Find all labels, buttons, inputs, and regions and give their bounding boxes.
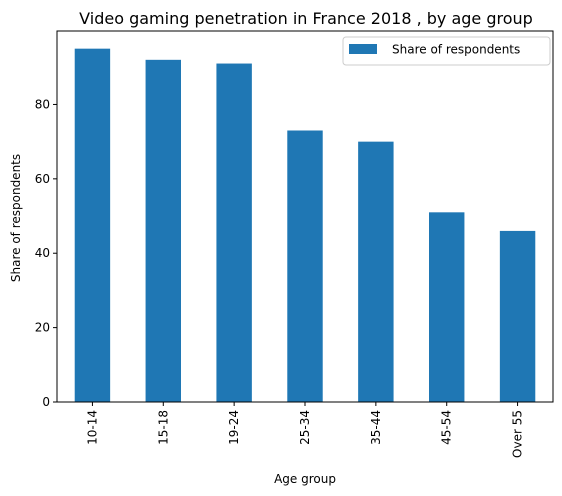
x-tick-label: 10-14	[85, 410, 99, 445]
x-tick-label: 19-24	[227, 410, 241, 445]
legend-swatch	[349, 44, 377, 54]
bar-45-54	[429, 212, 465, 402]
plot-frame	[56, 30, 554, 403]
y-tick-label: 20	[35, 321, 50, 335]
chart-title: Video gaming penetration in France 2018 …	[79, 9, 533, 28]
x-axis-label: Age group	[274, 472, 336, 486]
x-axis-ticks: 10-14 15-18 19-24 25-34 35-44 45-54 Over 55	[85, 402, 525, 458]
y-tick-label: 60	[35, 172, 50, 186]
x-tick-label: 35-44	[369, 410, 383, 445]
legend: Share of respondents	[342, 36, 551, 66]
bar-35-44	[358, 141, 394, 403]
x-tick-label: 25-34	[298, 410, 312, 445]
bar-over-55	[499, 230, 536, 402]
bar-19-24	[216, 63, 252, 403]
y-tick-label: 40	[35, 246, 50, 260]
legend-box	[342, 36, 551, 66]
x-tick-label: 15-18	[156, 410, 170, 445]
bar-15-18	[145, 59, 181, 403]
y-tick-label: 0	[42, 395, 50, 409]
bar-10-14	[74, 48, 111, 403]
y-tick-label: 80	[35, 97, 50, 111]
bar-25-34	[287, 130, 323, 403]
x-tick-label: Over 55	[511, 410, 525, 458]
legend-entry-share-of-respondents: Share of respondents	[392, 43, 520, 57]
y-axis-ticks: 0 20 40 60 80	[35, 97, 57, 409]
x-tick-label: 45-54	[440, 410, 454, 445]
bars	[74, 48, 536, 403]
y-axis-label: Share of respondents	[9, 154, 23, 282]
